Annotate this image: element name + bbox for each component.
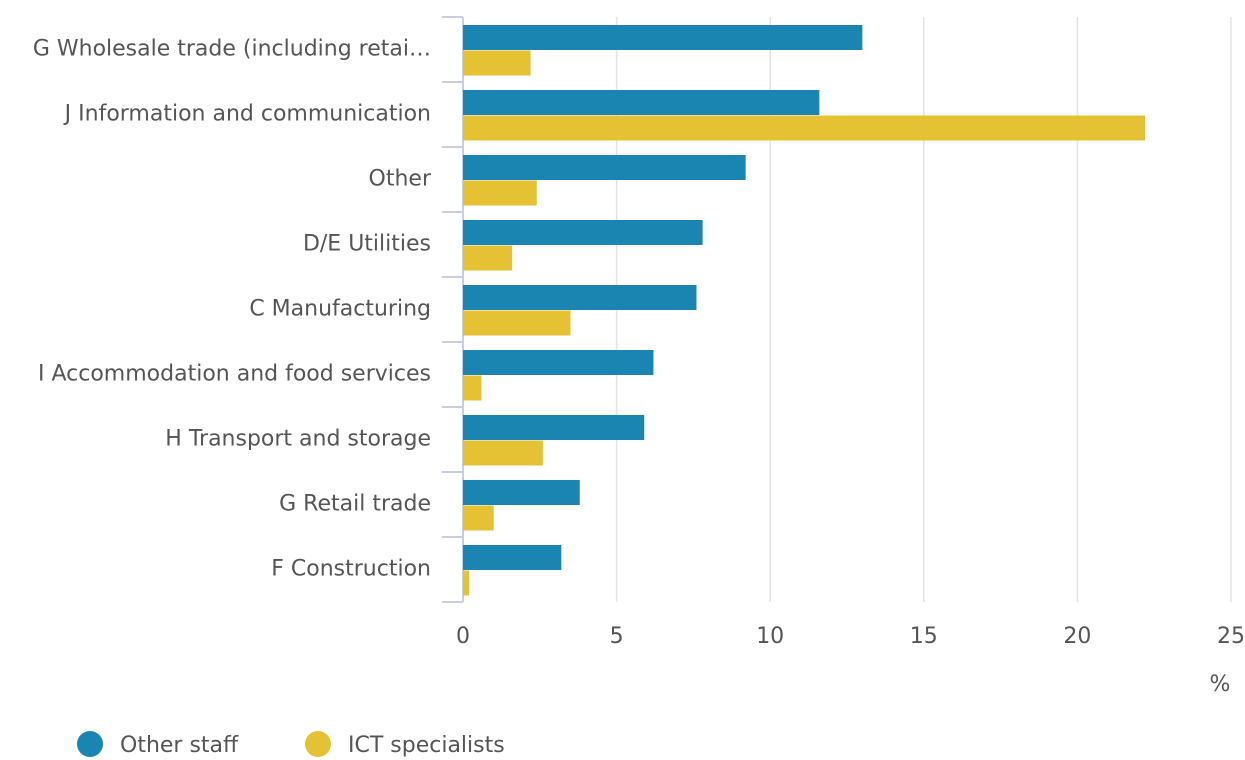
y-tick-label: D/E Utilities xyxy=(303,232,431,257)
bar xyxy=(463,220,703,245)
y-tick-label: C Manufacturing xyxy=(249,297,431,322)
bar xyxy=(463,90,820,115)
bar xyxy=(463,415,645,440)
bar xyxy=(463,50,531,76)
y-tick-label: G Wholesale trade (including retai… xyxy=(33,37,431,62)
bar xyxy=(463,180,537,206)
legend-swatch xyxy=(305,731,331,757)
y-tick-label: J Information and communication xyxy=(63,102,431,127)
bar xyxy=(463,350,654,375)
x-tick-label: 15 xyxy=(910,624,938,649)
bar xyxy=(463,570,470,596)
legend-label: ICT specialists xyxy=(348,733,505,758)
y-tick-label: I Accommodation and food services xyxy=(38,362,431,387)
y-tick-label: F Construction xyxy=(271,557,431,582)
bar xyxy=(463,440,543,466)
y-tick-label: G Retail trade xyxy=(279,492,431,517)
x-axis-label: % xyxy=(1210,672,1231,697)
bar xyxy=(463,375,482,401)
legend-label: Other staff xyxy=(120,733,239,758)
bar xyxy=(463,505,494,531)
bar xyxy=(463,480,580,505)
x-tick-label: 5 xyxy=(610,624,624,649)
legend-swatch xyxy=(77,731,103,757)
x-tick-label: 20 xyxy=(1063,624,1091,649)
y-tick-label: H Transport and storage xyxy=(165,427,431,452)
bar xyxy=(463,310,571,336)
bar xyxy=(463,115,1145,141)
bar xyxy=(463,285,697,310)
x-tick-label: 10 xyxy=(756,624,784,649)
x-tick-label: 25 xyxy=(1217,624,1245,649)
y-tick-label: Other xyxy=(369,167,432,192)
bar xyxy=(463,245,513,271)
x-tick-label: 0 xyxy=(456,624,470,649)
bar xyxy=(463,545,562,570)
bar xyxy=(463,25,863,50)
bar xyxy=(463,155,746,180)
